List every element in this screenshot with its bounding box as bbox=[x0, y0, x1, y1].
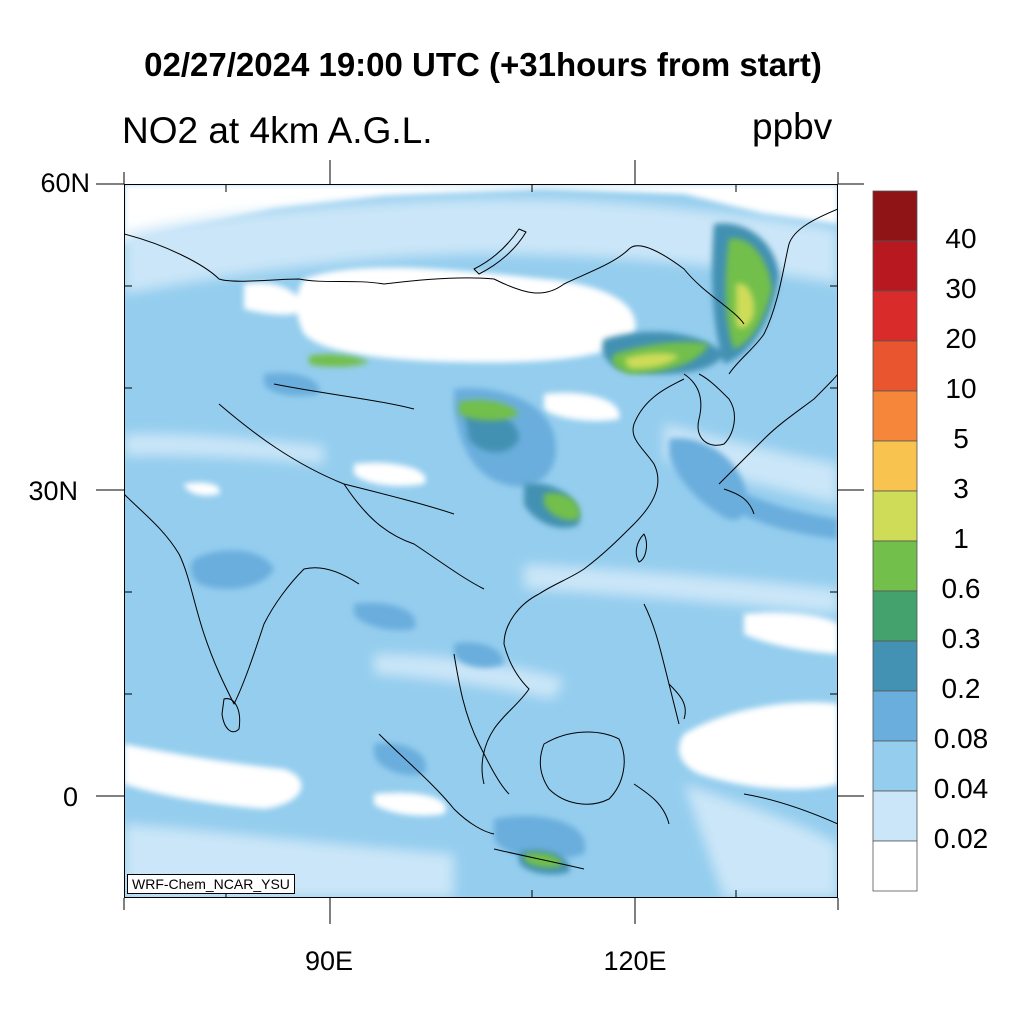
colorbar-swatch bbox=[872, 690, 918, 742]
map-title: 02/27/2024 19:00 UTC (+31hours from star… bbox=[144, 46, 822, 83]
colorbar-label: 0.04 bbox=[933, 773, 989, 804]
colorbar-swatch bbox=[872, 340, 918, 392]
no2-medium-regions bbox=[190, 372, 838, 859]
colorbar-label: 0.3 bbox=[941, 623, 981, 654]
colorbar-label: 30 bbox=[945, 273, 977, 304]
lon-label-120e: 120E bbox=[603, 946, 667, 976]
colorbar-label: 40 bbox=[945, 223, 977, 254]
lat-label-60n: 60N bbox=[40, 168, 90, 198]
colorbar-swatch bbox=[872, 240, 918, 292]
colorbar-label: 0.6 bbox=[941, 573, 981, 604]
lon-label-90e: 90E bbox=[304, 946, 354, 976]
no2-hotspot-yellow bbox=[624, 283, 755, 369]
graticule-ticks bbox=[124, 184, 838, 898]
colorbar-swatch bbox=[872, 440, 918, 492]
colorbar-swatch bbox=[872, 390, 918, 442]
colorbar-swatch bbox=[872, 190, 918, 242]
colorbar-swatch bbox=[872, 640, 918, 692]
colorbar-swatch bbox=[872, 740, 918, 792]
variable-label: NO2 at 4km A.G.L. bbox=[122, 110, 433, 151]
lat-label-0: 0 bbox=[62, 782, 78, 812]
map-frame bbox=[124, 184, 838, 898]
colorbar-swatch bbox=[872, 290, 918, 342]
colorbar-label: 20 bbox=[945, 323, 977, 354]
colorbar-swatch bbox=[872, 490, 918, 542]
colorbar-label: 0.2 bbox=[941, 673, 981, 704]
no2-concentration-map bbox=[124, 184, 838, 898]
units-label: ppbv bbox=[752, 106, 833, 147]
colorbar-label: 1 bbox=[953, 523, 969, 554]
colorbar-swatch bbox=[872, 840, 918, 892]
colorbar-label: 0.08 bbox=[933, 723, 989, 754]
coastlines bbox=[124, 208, 838, 870]
colorbar-swatch bbox=[872, 790, 918, 842]
colorbar-swatch bbox=[872, 540, 918, 592]
model-credit: WRF-Chem_NCAR_YSU bbox=[127, 874, 295, 894]
colorbar bbox=[872, 190, 918, 892]
colorbar-label: 5 bbox=[953, 423, 969, 454]
colorbar-label: 0.02 bbox=[933, 823, 989, 854]
colorbar-label: 10 bbox=[945, 373, 977, 404]
colorbar-label: 3 bbox=[953, 473, 969, 504]
map-panel bbox=[124, 184, 838, 898]
lat-label-30n: 30N bbox=[28, 476, 78, 506]
colorbar-swatch bbox=[872, 590, 918, 642]
